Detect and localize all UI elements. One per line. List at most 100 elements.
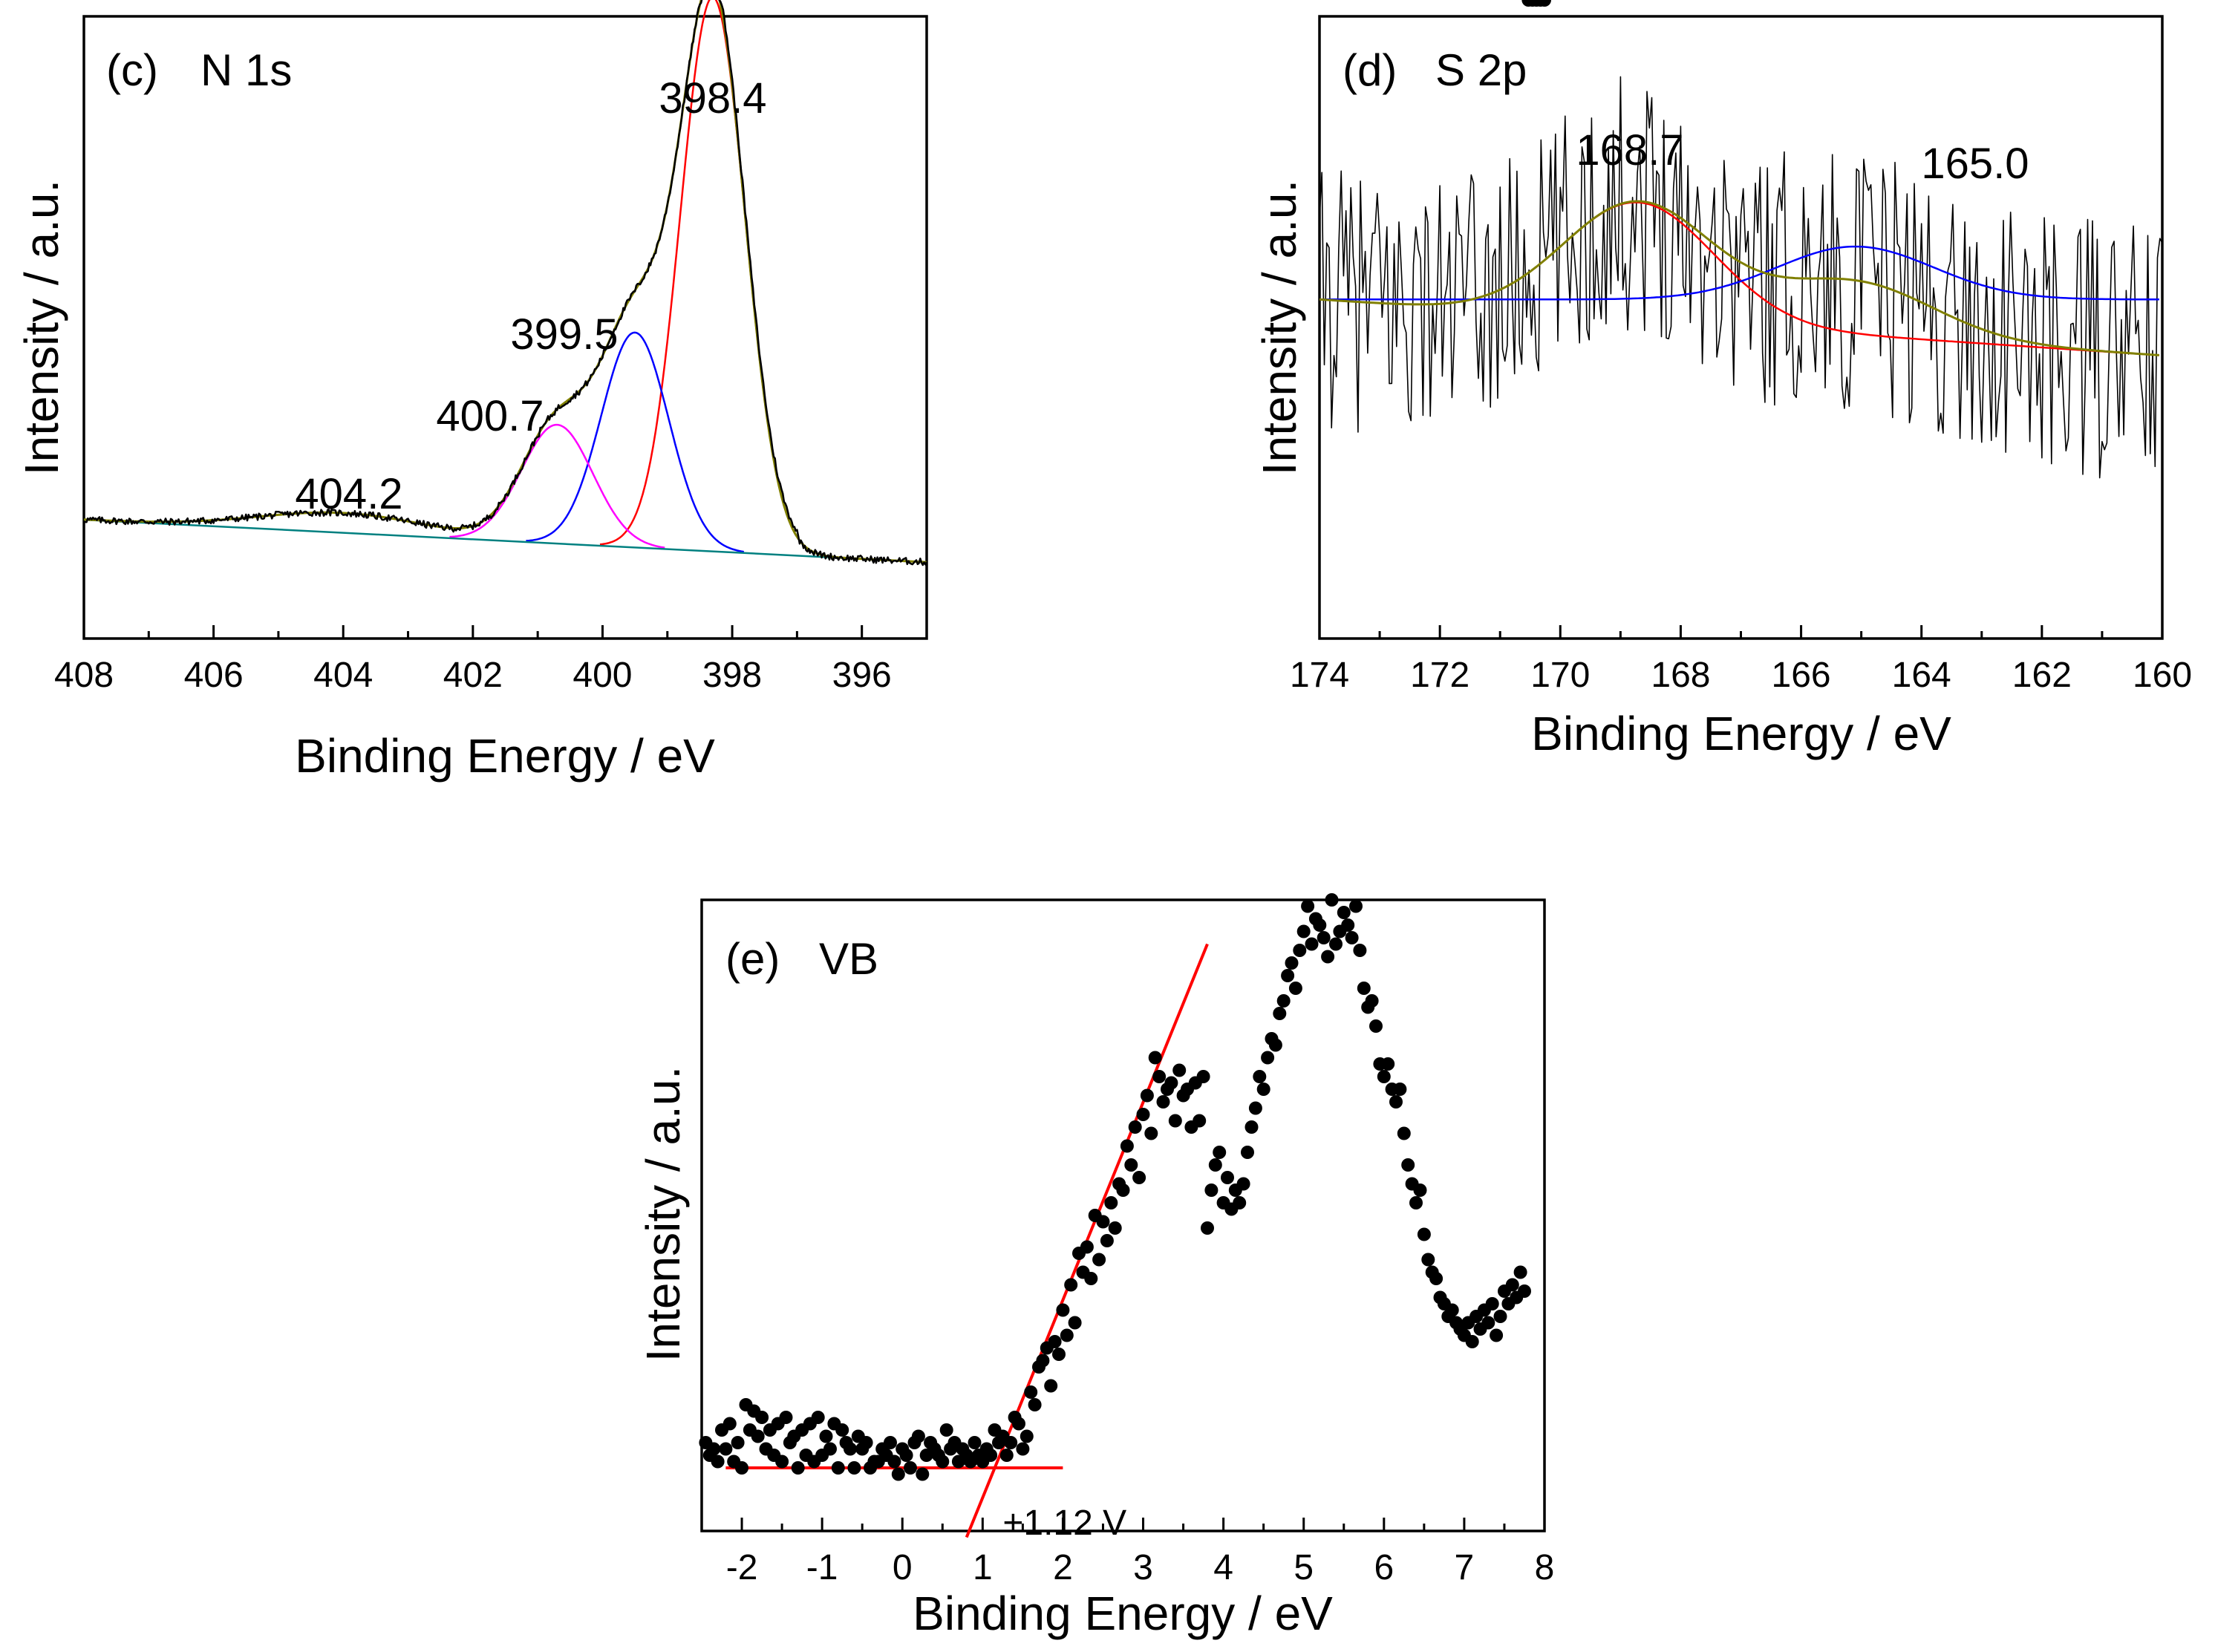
data-point bbox=[1445, 1303, 1459, 1317]
data-point bbox=[791, 1461, 805, 1475]
data-point bbox=[887, 1455, 901, 1469]
data-point bbox=[1409, 1196, 1423, 1209]
data-point bbox=[1349, 899, 1363, 913]
data-point bbox=[1201, 1221, 1214, 1235]
data-point bbox=[735, 1461, 748, 1475]
data-point bbox=[1221, 1171, 1234, 1184]
data-point bbox=[1132, 1171, 1146, 1184]
data-point bbox=[1389, 1095, 1403, 1109]
data-point bbox=[1064, 1278, 1078, 1292]
x-tick-label: 402 bbox=[443, 656, 503, 695]
x-tick-label: 160 bbox=[2133, 656, 2192, 695]
data-point bbox=[899, 1449, 913, 1462]
data-point bbox=[707, 1442, 721, 1456]
data-point bbox=[1108, 1221, 1122, 1235]
data-point bbox=[1116, 1184, 1130, 1197]
data-point bbox=[1281, 969, 1295, 982]
data-point bbox=[1465, 1335, 1479, 1348]
data-point bbox=[1518, 1284, 1531, 1298]
x-ticks: -2 -1 0 1 2 3 4 5 6 7 8 bbox=[726, 1518, 1554, 1587]
panel-label: (c) bbox=[106, 45, 158, 95]
data-point bbox=[984, 1449, 998, 1462]
data-point bbox=[779, 1411, 793, 1424]
data-point bbox=[1421, 1253, 1435, 1267]
data-point bbox=[1357, 982, 1371, 995]
x-tick-label: 7 bbox=[1455, 1548, 1475, 1587]
data-point bbox=[1261, 1051, 1275, 1065]
x-tick-label: 396 bbox=[832, 656, 892, 695]
data-point bbox=[911, 1429, 925, 1443]
data-point bbox=[1513, 1265, 1527, 1279]
peak-labels: 168.7 165.0 bbox=[1576, 126, 2029, 188]
data-point bbox=[719, 1442, 733, 1456]
x-tick-label: 398 bbox=[702, 656, 762, 695]
data-point bbox=[1538, 0, 1551, 7]
raw-spectrum bbox=[1319, 76, 2163, 479]
data-point bbox=[1293, 944, 1307, 957]
data-point bbox=[1193, 1114, 1207, 1128]
data-point bbox=[1377, 1070, 1391, 1083]
x-ticks: 174 172 170 168 166 164 162 160 bbox=[1290, 625, 2192, 695]
x-tick-label: 4 bbox=[1213, 1548, 1233, 1587]
data-point bbox=[1248, 1101, 1262, 1115]
data-point bbox=[1481, 1316, 1495, 1330]
data-point bbox=[1128, 1120, 1142, 1134]
x-tick-label: 174 bbox=[1290, 656, 1349, 695]
data-point bbox=[1505, 1278, 1519, 1292]
x-tick-label: 2 bbox=[1053, 1548, 1073, 1587]
data-point bbox=[1276, 994, 1291, 1008]
x-tick-label: 400 bbox=[572, 656, 632, 695]
data-point bbox=[1341, 918, 1355, 932]
x-tick-label: 5 bbox=[1294, 1548, 1314, 1587]
data-point bbox=[1144, 1126, 1158, 1140]
x-ticks: 408 406 404 402 400 398 396 bbox=[54, 625, 928, 695]
fit-envelope bbox=[1319, 200, 2160, 356]
data-point bbox=[811, 1411, 825, 1424]
data-point bbox=[1104, 1196, 1118, 1209]
data-point bbox=[1012, 1417, 1025, 1431]
data-point bbox=[999, 1449, 1014, 1462]
x-tick-label: -1 bbox=[806, 1548, 838, 1587]
fit-component bbox=[1319, 201, 2159, 356]
x-tick-label: 168 bbox=[1651, 656, 1710, 695]
panel-c-n1s: (c) N 1s 408 406 404 402 400 398 396 398.4 399.… bbox=[15, 0, 928, 783]
data-point bbox=[1369, 1019, 1383, 1033]
data-point bbox=[1100, 1234, 1114, 1247]
x-tick-label: 404 bbox=[313, 656, 373, 695]
panel-label: (e) bbox=[725, 934, 780, 984]
x-tick-label: 6 bbox=[1374, 1548, 1394, 1587]
data-point bbox=[1124, 1158, 1138, 1172]
peak-labels: 398.4 399.5 400.7 404.2 bbox=[295, 74, 766, 518]
data-point bbox=[1256, 1083, 1270, 1096]
data-point bbox=[1485, 1297, 1499, 1310]
data-point bbox=[1381, 1057, 1395, 1071]
data-point bbox=[1044, 1379, 1058, 1393]
data-point bbox=[1345, 931, 1359, 944]
x-axis-label: Binding Energy / eV bbox=[913, 1587, 1333, 1640]
fit-component bbox=[526, 331, 745, 553]
data-point bbox=[1204, 1184, 1219, 1197]
data-point bbox=[775, 1455, 789, 1469]
data-point bbox=[1493, 1310, 1507, 1323]
x-tick-label: 406 bbox=[184, 656, 244, 695]
data-point bbox=[1325, 893, 1339, 907]
data-point bbox=[1092, 1253, 1106, 1267]
data-point bbox=[1241, 1146, 1254, 1159]
data-point bbox=[1353, 944, 1367, 957]
data-point bbox=[1429, 1272, 1443, 1285]
x-axis-label: Binding Energy / eV bbox=[295, 729, 715, 783]
plot-frame bbox=[700, 898, 1546, 1532]
data-point bbox=[1273, 1007, 1287, 1020]
data-point bbox=[835, 1423, 849, 1437]
fit-component bbox=[449, 423, 665, 549]
data-point bbox=[1080, 1240, 1094, 1254]
data-point bbox=[1244, 1120, 1259, 1134]
data-point bbox=[1321, 950, 1335, 964]
data-point bbox=[1004, 1436, 1018, 1449]
data-point bbox=[1016, 1442, 1030, 1456]
data-point bbox=[1317, 931, 1331, 944]
peak-label: 398.4 bbox=[659, 74, 766, 123]
x-tick-label: 408 bbox=[54, 656, 114, 695]
data-point bbox=[968, 1436, 982, 1449]
